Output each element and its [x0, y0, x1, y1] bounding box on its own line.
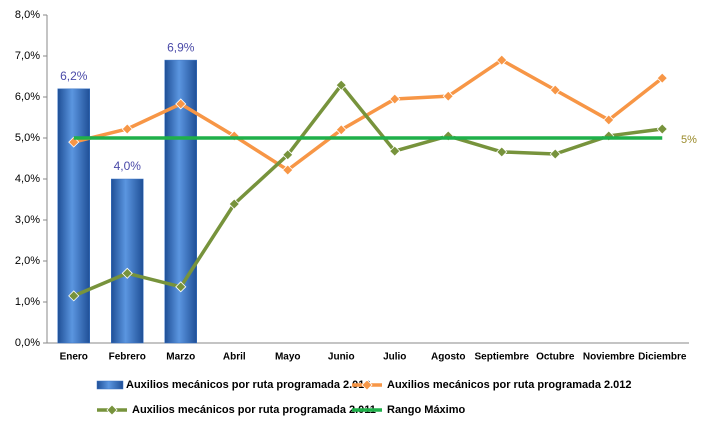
y-tick-label: 4,0%: [15, 173, 40, 185]
x-tick-label: Septiembre: [475, 352, 530, 363]
legend-marker: [361, 379, 373, 391]
series-line: [73, 83, 663, 298]
y-tick-label: 2,0%: [15, 255, 40, 267]
legend-label: Auxilios mecánicos por ruta programada 2…: [387, 379, 632, 391]
x-tick-label: Mayo: [275, 352, 301, 363]
x-tick-label: Marzo: [166, 352, 195, 363]
marker: [496, 146, 508, 158]
marker: [175, 98, 187, 110]
marker: [549, 148, 561, 160]
y-tick-label: 1,0%: [15, 296, 40, 308]
x-tick-label: Julio: [383, 352, 406, 363]
marker: [335, 79, 347, 91]
x-tick-label: Agosto: [431, 352, 465, 363]
marker: [175, 281, 187, 293]
marker: [442, 90, 454, 102]
data-label: 6,2%: [60, 69, 88, 83]
x-tick-label: Junio: [328, 352, 355, 363]
legend-label: Rango Máximo: [387, 404, 466, 416]
x-tick-label: Febrero: [109, 352, 146, 363]
marker: [603, 114, 615, 126]
marker: [335, 124, 347, 136]
marker: [282, 164, 294, 176]
series-line: [73, 58, 664, 172]
data-label: 6,9%: [167, 40, 195, 54]
annotation: 5%: [681, 134, 697, 146]
marker: [228, 198, 240, 210]
bar: [57, 88, 90, 344]
x-tick-label: Enero: [60, 352, 88, 363]
marker: [121, 123, 133, 135]
marker: [656, 123, 668, 135]
y-tick-label: 7,0%: [15, 50, 40, 62]
y-tick-label: 6,0%: [15, 91, 40, 103]
marker: [121, 267, 133, 279]
marker: [389, 93, 401, 105]
marker: [389, 145, 401, 157]
y-tick-label: 0,0%: [15, 337, 40, 349]
marker: [282, 149, 294, 161]
marker: [68, 290, 80, 302]
marker: [656, 72, 668, 84]
legend-label: Auxilios mecánicos por ruta programada 2…: [132, 404, 376, 416]
marker: [549, 84, 561, 96]
y-tick-label: 5,0%: [15, 132, 40, 144]
x-tick-label: Octubre: [536, 352, 575, 363]
bar: [111, 178, 144, 344]
y-tick-label: 8,0%: [15, 9, 40, 21]
x-tick-label: Diciembre: [638, 352, 687, 363]
legend-marker: [106, 404, 118, 416]
x-tick-label: Abril: [223, 352, 246, 363]
data-label: 4,0%: [114, 159, 142, 173]
y-tick-label: 3,0%: [15, 214, 40, 226]
x-tick-label: Noviembre: [583, 352, 635, 363]
legend-label: Auxilios mecánicos por ruta programada 2…: [126, 379, 371, 391]
legend-swatch: [96, 380, 124, 390]
marker: [496, 54, 508, 66]
